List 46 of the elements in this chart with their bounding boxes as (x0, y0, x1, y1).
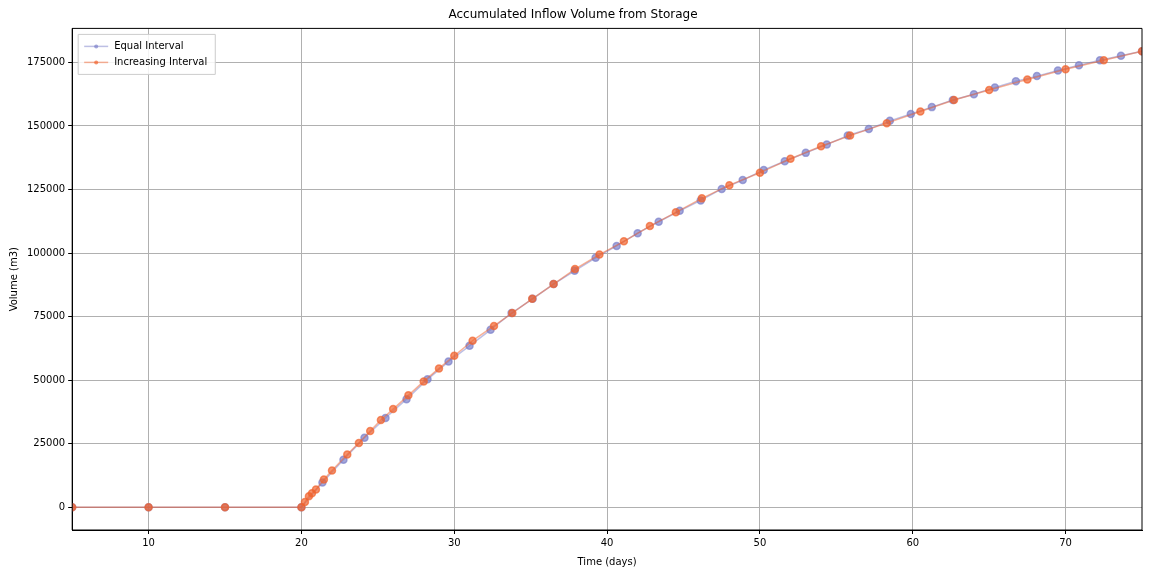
x-tick-label: 10 (142, 536, 155, 548)
point (619, 237, 629, 246)
point (468, 336, 477, 345)
point (327, 466, 337, 475)
y-tick-label: 150000 (26, 119, 66, 131)
point (1023, 75, 1032, 84)
point (343, 450, 352, 459)
x-tick-label: 30 (447, 536, 461, 548)
point (595, 250, 604, 259)
point (376, 415, 386, 425)
x-tick-label: 40 (600, 536, 614, 548)
chart-title: Accumulated Inflow Volume from Storage (448, 7, 698, 22)
point (645, 221, 655, 231)
point (419, 377, 428, 386)
point (365, 426, 375, 436)
x-tick-label: 20 (295, 536, 308, 548)
y-tick-label: 0 (58, 500, 66, 512)
point (404, 391, 413, 400)
x-tick-label: 70 (1059, 536, 1072, 548)
point (816, 142, 826, 151)
point (489, 321, 499, 331)
y-tick-label: 100000 (26, 246, 66, 258)
legend-label: Increasing Interval (114, 55, 208, 67)
point (354, 438, 364, 448)
point (984, 85, 994, 95)
point (1061, 65, 1070, 74)
point (725, 180, 734, 190)
y-axis-title: Volume (m3) (7, 246, 19, 312)
y-tick-label: 175000 (26, 55, 66, 67)
point (671, 208, 681, 217)
point (311, 485, 321, 494)
x-axis-title: Time (days) (576, 555, 637, 567)
point (916, 107, 925, 116)
x-tick-label: 50 (753, 536, 767, 548)
point (755, 168, 765, 177)
y-tick-label: 75000 (33, 310, 66, 322)
point (786, 154, 795, 163)
point (388, 404, 398, 414)
y-tick-label: 125000 (26, 183, 66, 195)
y-tick-label: 50000 (33, 373, 66, 385)
x-tick-label: 60 (906, 536, 920, 548)
point (434, 364, 444, 373)
y-tick-label: 25000 (33, 437, 66, 449)
point (450, 351, 459, 360)
legend-label: Equal Interval (114, 39, 184, 51)
point (1099, 56, 1109, 65)
